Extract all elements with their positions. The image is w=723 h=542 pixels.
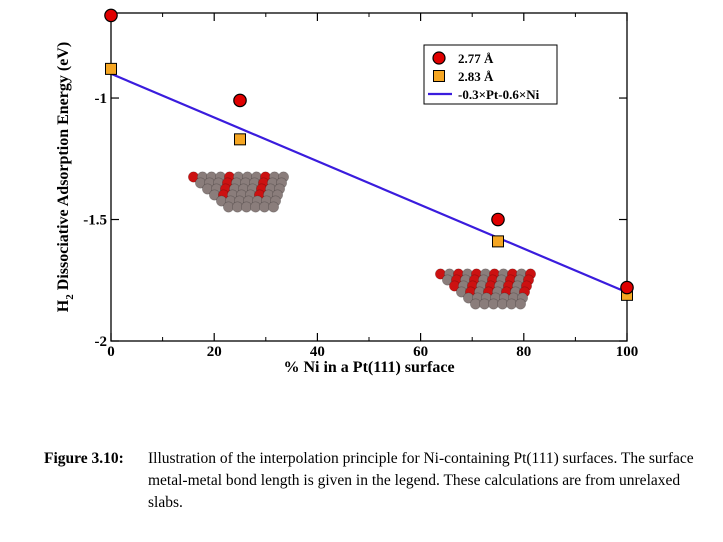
adsorption-energy-chart: 0 20 40 60 80 100 -2 -1.5 -1 2.77 Å 2.83 Å -0.3×Pt… <box>55 8 638 376</box>
x-axis-label: % Ni in a Pt(111) surface <box>283 359 454 376</box>
x-tick-label: 20 <box>207 344 222 360</box>
x-tick-label: 40 <box>310 344 325 360</box>
slab-illustrations <box>188 171 536 310</box>
circle-marker-2-77 <box>491 212 505 227</box>
circle-marker-2-77 <box>620 280 634 295</box>
y-tick-label: -1 <box>95 91 108 107</box>
fit-line <box>110 72 628 294</box>
x-tick-label: 60 <box>413 344 428 360</box>
square-marker-2-83 <box>492 235 504 248</box>
caption-label: Figure 3.10: <box>44 450 124 467</box>
figure-caption: Figure 3.10: Illustration of the interpo… <box>44 448 709 514</box>
fit-line-layer <box>110 72 628 294</box>
caption-text: Illustration of the interpolation princi… <box>148 450 694 511</box>
slab-75-percent-ni <box>434 268 536 310</box>
x-tick-label: 0 <box>107 344 115 360</box>
circle-marker-2-77 <box>233 93 247 108</box>
square-marker-2-83 <box>105 62 117 75</box>
data-markers <box>104 8 634 301</box>
axis-ticks: 0 20 40 60 80 100 -2 -1.5 -1 <box>83 13 638 360</box>
legend-square-symbol <box>433 70 445 82</box>
slab-25-percent-ni <box>188 171 289 213</box>
legend-label: 2.83 Å <box>458 69 494 84</box>
legend-label: -0.3×Pt-0.6×Ni <box>458 87 540 102</box>
y-tick-label: -2 <box>95 334 108 350</box>
pt-atom <box>267 201 279 213</box>
legend: 2.77 Å 2.83 Å -0.3×Pt-0.6×Ni <box>423 44 558 105</box>
legend-circle-symbol <box>432 51 446 65</box>
y-axis-label: H2 Dissociative Adsorption Energy (eV) <box>55 42 76 312</box>
square-marker-2-83 <box>234 133 246 146</box>
legend-label: 2.77 Å <box>458 51 494 66</box>
pt-atom <box>514 298 526 310</box>
x-tick-label: 80 <box>516 344 531 360</box>
y-tick-label: -1.5 <box>83 213 107 229</box>
circle-marker-2-77 <box>104 8 118 23</box>
x-tick-label: 100 <box>616 344 639 360</box>
